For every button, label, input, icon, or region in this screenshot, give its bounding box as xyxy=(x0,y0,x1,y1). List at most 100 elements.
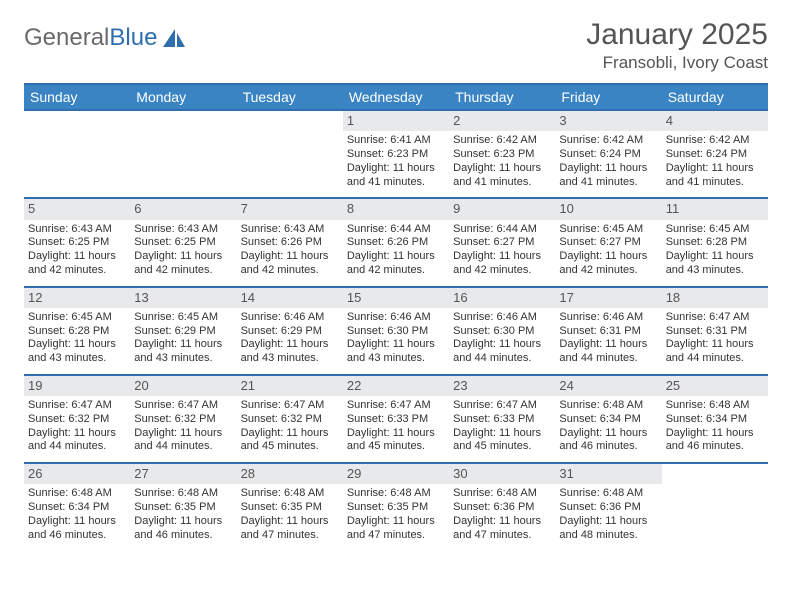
day-number: 8 xyxy=(343,199,449,219)
calendar-row: 26 Sunrise: 6:48 AMSunset: 6:34 PMDayligh… xyxy=(24,463,768,550)
calendar-cell: 22 Sunrise: 6:47 AMSunset: 6:33 PMDayligh… xyxy=(343,375,449,463)
calendar-row: 1 Sunrise: 6:41 AMSunset: 6:23 PMDaylight… xyxy=(24,110,768,198)
day-number: 23 xyxy=(449,376,555,396)
day-number: 9 xyxy=(449,199,555,219)
calendar-cell: 14 Sunrise: 6:46 AMSunset: 6:29 PMDayligh… xyxy=(237,287,343,375)
day-number: 18 xyxy=(662,288,768,308)
day-number: 20 xyxy=(130,376,236,396)
day-details: Sunrise: 6:47 AMSunset: 6:31 PMDaylight:… xyxy=(666,311,764,366)
calendar-cell: 3Sunrise: 6:42 AMSunset: 6:24 PMDaylight… xyxy=(555,110,661,198)
day-details: Sunrise: 6:48 AMSunset: 6:36 PMDaylight:… xyxy=(559,487,657,542)
weekday-header: Thursday xyxy=(449,84,555,110)
calendar-cell: 16Sunrise: 6:46 AMSunset: 6:30 PMDayligh… xyxy=(449,287,555,375)
day-number: 16 xyxy=(449,288,555,308)
calendar-cell: 13 Sunrise: 6:45 AMSunset: 6:29 PMDayligh… xyxy=(130,287,236,375)
calendar-cell: 7Sunrise: 6:43 AMSunset: 6:26 PMDaylight… xyxy=(237,198,343,286)
calendar-cell: 23 Sunrise: 6:47 AMSunset: 6:33 PMDayligh… xyxy=(449,375,555,463)
day-number: 12 xyxy=(24,288,130,308)
day-details: Sunrise: 6:46 AMSunset: 6:30 PMDaylight:… xyxy=(347,311,445,366)
brand-part2: Blue xyxy=(109,24,157,52)
calendar-cell xyxy=(24,110,130,198)
calendar-row: 12 Sunrise: 6:45 AMSunset: 6:28 PMDayligh… xyxy=(24,287,768,375)
calendar-cell: 18 Sunrise: 6:47 AMSunset: 6:31 PMDayligh… xyxy=(662,287,768,375)
day-number: 11 xyxy=(662,199,768,219)
calendar-cell: 25 Sunrise: 6:48 AMSunset: 6:34 PMDayligh… xyxy=(662,375,768,463)
day-number: 4 xyxy=(662,111,768,131)
day-number: 14 xyxy=(237,288,343,308)
day-number: 26 xyxy=(24,464,130,484)
day-details: Sunrise: 6:44 AMSunset: 6:26 PMDaylight:… xyxy=(347,223,445,278)
day-number: 6 xyxy=(130,199,236,219)
calendar-head: SundayMondayTuesdayWednesdayThursdayFrid… xyxy=(24,84,768,110)
day-number: 3 xyxy=(555,111,661,131)
day-details: Sunrise: 6:48 AMSunset: 6:35 PMDaylight:… xyxy=(241,487,339,542)
calendar-cell: 24Sunrise: 6:48 AMSunset: 6:34 PMDayligh… xyxy=(555,375,661,463)
calendar-cell: 28Sunrise: 6:48 AMSunset: 6:35 PMDayligh… xyxy=(237,463,343,550)
day-number: 2 xyxy=(449,111,555,131)
day-number: 29 xyxy=(343,464,449,484)
brand-logo: GeneralBlue xyxy=(24,18,187,52)
day-number: 10 xyxy=(555,199,661,219)
day-details: Sunrise: 6:47 AMSunset: 6:33 PMDaylight:… xyxy=(347,399,445,454)
day-details: Sunrise: 6:48 AMSunset: 6:35 PMDaylight:… xyxy=(134,487,232,542)
day-details: Sunrise: 6:47 AMSunset: 6:32 PMDaylight:… xyxy=(241,399,339,454)
day-details: Sunrise: 6:48 AMSunset: 6:34 PMDaylight:… xyxy=(28,487,126,542)
calendar-table: SundayMondayTuesdayWednesdayThursdayFrid… xyxy=(24,83,768,550)
day-details: Sunrise: 6:45 AMSunset: 6:28 PMDaylight:… xyxy=(666,223,764,278)
calendar-cell: 27 Sunrise: 6:48 AMSunset: 6:35 PMDayligh… xyxy=(130,463,236,550)
calendar-cell: 19 Sunrise: 6:47 AMSunset: 6:32 PMDayligh… xyxy=(24,375,130,463)
weekday-row: SundayMondayTuesdayWednesdayThursdayFrid… xyxy=(24,84,768,110)
calendar-cell: 9 Sunrise: 6:44 AMSunset: 6:27 PMDaylight… xyxy=(449,198,555,286)
day-number: 27 xyxy=(130,464,236,484)
calendar-cell: 21 Sunrise: 6:47 AMSunset: 6:32 PMDayligh… xyxy=(237,375,343,463)
calendar-row: 19 Sunrise: 6:47 AMSunset: 6:32 PMDayligh… xyxy=(24,375,768,463)
day-details: Sunrise: 6:47 AMSunset: 6:33 PMDaylight:… xyxy=(453,399,551,454)
calendar-cell xyxy=(662,463,768,550)
calendar-cell: 26 Sunrise: 6:48 AMSunset: 6:34 PMDayligh… xyxy=(24,463,130,550)
day-details: Sunrise: 6:43 AMSunset: 6:25 PMDaylight:… xyxy=(134,223,232,278)
day-number: 19 xyxy=(24,376,130,396)
day-details: Sunrise: 6:45 AMSunset: 6:27 PMDaylight:… xyxy=(559,223,657,278)
day-number: 31 xyxy=(555,464,661,484)
calendar-cell: 6 Sunrise: 6:43 AMSunset: 6:25 PMDaylight… xyxy=(130,198,236,286)
day-number: 24 xyxy=(555,376,661,396)
weekday-header: Friday xyxy=(555,84,661,110)
day-number: 1 xyxy=(343,111,449,131)
day-number: 13 xyxy=(130,288,236,308)
day-details: Sunrise: 6:41 AMSunset: 6:23 PMDaylight:… xyxy=(347,134,445,189)
calendar-cell: 11 Sunrise: 6:45 AMSunset: 6:28 PMDayligh… xyxy=(662,198,768,286)
calendar-body: 1 Sunrise: 6:41 AMSunset: 6:23 PMDaylight… xyxy=(24,110,768,550)
weekday-header: Wednesday xyxy=(343,84,449,110)
day-details: Sunrise: 6:44 AMSunset: 6:27 PMDaylight:… xyxy=(453,223,551,278)
calendar-cell xyxy=(237,110,343,198)
day-number: 22 xyxy=(343,376,449,396)
page-header: GeneralBlue January 2025 Fransobli, Ivor… xyxy=(24,18,768,73)
weekday-header: Saturday xyxy=(662,84,768,110)
day-details: Sunrise: 6:48 AMSunset: 6:34 PMDaylight:… xyxy=(666,399,764,454)
day-details: Sunrise: 6:43 AMSunset: 6:26 PMDaylight:… xyxy=(241,223,339,278)
calendar-cell: 29 Sunrise: 6:48 AMSunset: 6:35 PMDayligh… xyxy=(343,463,449,550)
day-details: Sunrise: 6:43 AMSunset: 6:25 PMDaylight:… xyxy=(28,223,126,278)
day-details: Sunrise: 6:48 AMSunset: 6:35 PMDaylight:… xyxy=(347,487,445,542)
day-number: 21 xyxy=(237,376,343,396)
weekday-header: Sunday xyxy=(24,84,130,110)
day-details: Sunrise: 6:42 AMSunset: 6:24 PMDaylight:… xyxy=(666,134,764,189)
sail-icon xyxy=(161,27,187,49)
calendar-page: GeneralBlue January 2025 Fransobli, Ivor… xyxy=(0,0,792,560)
day-number: 15 xyxy=(343,288,449,308)
title-block: January 2025 Fransobli, Ivory Coast xyxy=(586,18,768,73)
calendar-cell: 4 Sunrise: 6:42 AMSunset: 6:24 PMDaylight… xyxy=(662,110,768,198)
day-details: Sunrise: 6:45 AMSunset: 6:29 PMDaylight:… xyxy=(134,311,232,366)
calendar-cell: 1 Sunrise: 6:41 AMSunset: 6:23 PMDaylight… xyxy=(343,110,449,198)
day-details: Sunrise: 6:46 AMSunset: 6:29 PMDaylight:… xyxy=(241,311,339,366)
day-details: Sunrise: 6:45 AMSunset: 6:28 PMDaylight:… xyxy=(28,311,126,366)
day-number: 17 xyxy=(555,288,661,308)
weekday-header: Monday xyxy=(130,84,236,110)
calendar-cell: 5 Sunrise: 6:43 AMSunset: 6:25 PMDaylight… xyxy=(24,198,130,286)
day-number: 25 xyxy=(662,376,768,396)
day-details: Sunrise: 6:47 AMSunset: 6:32 PMDaylight:… xyxy=(28,399,126,454)
calendar-cell: 2 Sunrise: 6:42 AMSunset: 6:23 PMDaylight… xyxy=(449,110,555,198)
calendar-cell: 15 Sunrise: 6:46 AMSunset: 6:30 PMDayligh… xyxy=(343,287,449,375)
day-number: 5 xyxy=(24,199,130,219)
day-details: Sunrise: 6:42 AMSunset: 6:23 PMDaylight:… xyxy=(453,134,551,189)
